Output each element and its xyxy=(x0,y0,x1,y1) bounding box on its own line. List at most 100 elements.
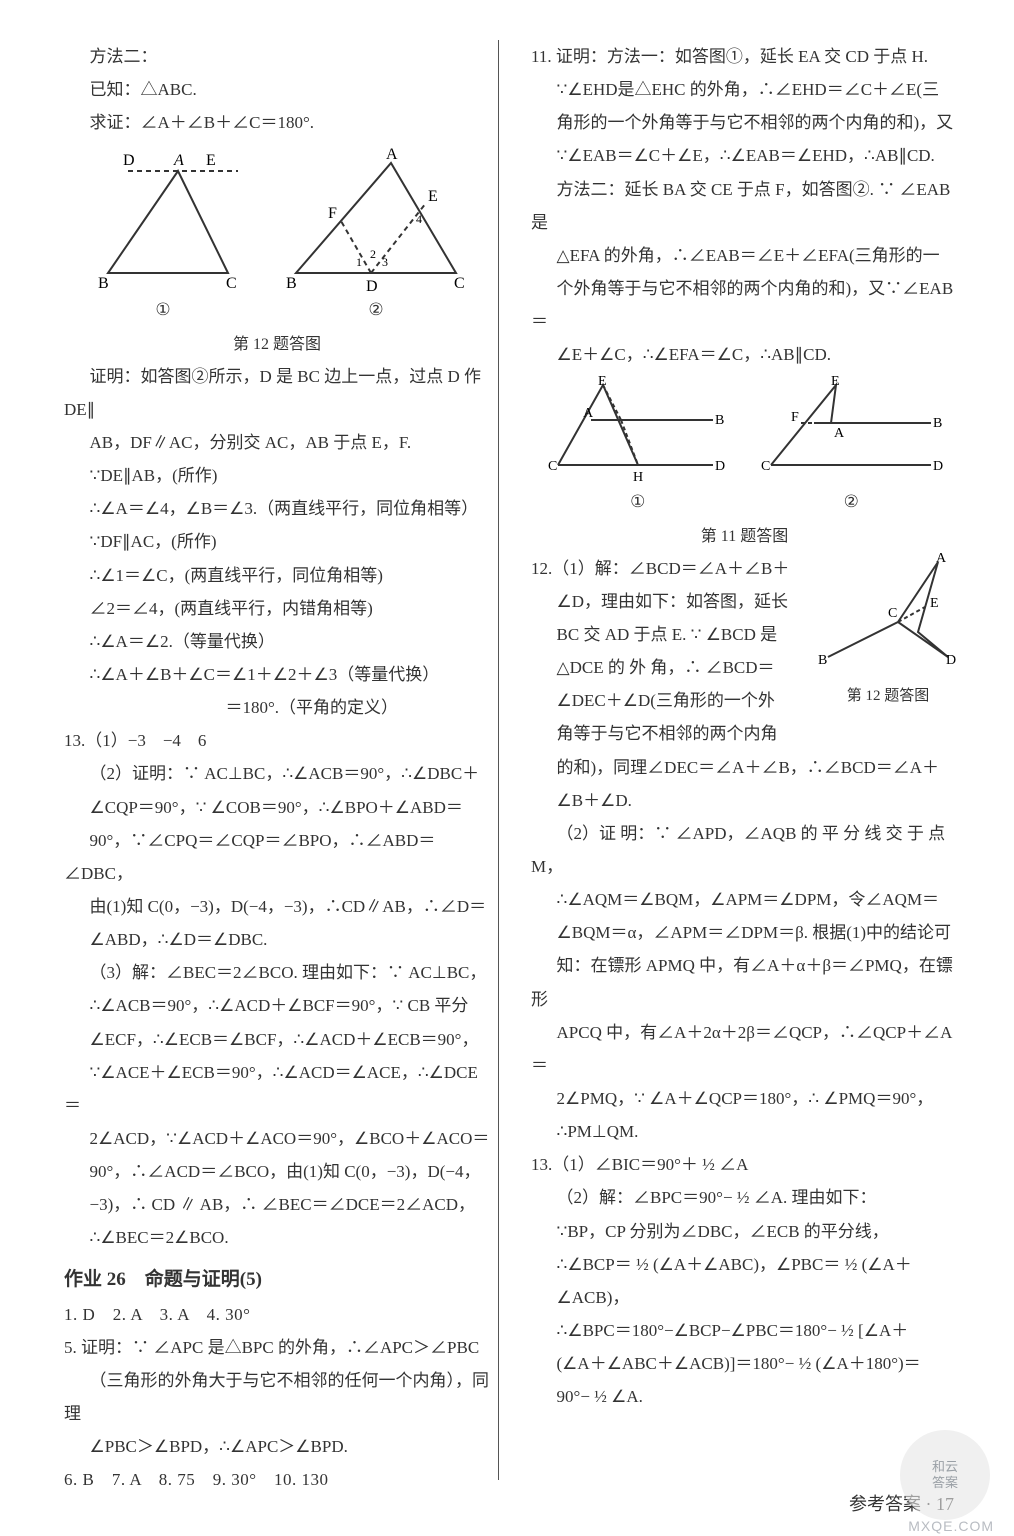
r12t-1: ∠B＋∠D. xyxy=(531,784,958,817)
r11-2: 角形的一个外角等于与它不相邻的两个内角的和)，又 xyxy=(531,106,958,139)
triangle-2-svg: A B C D E F 1 2 3 4 xyxy=(276,143,476,293)
triangle-1-svg: D A E B C xyxy=(78,143,248,293)
pl9: ＝180°.（平角的定义） xyxy=(64,691,490,724)
fig11-svg-2: E F A B C D xyxy=(756,375,946,485)
pl4: ∵DF∥AC，(所作) xyxy=(64,525,490,558)
circ2: ② xyxy=(368,293,383,326)
r12-4: ∠DEC＋∠D(三角形的一个外 xyxy=(531,684,810,717)
r12-3: △DCE 的 外 角，∴ ∠BCD＝ xyxy=(531,651,810,684)
fig11-row: E A B C D H ① E F A B xyxy=(531,375,958,518)
q13-3-5: 90°，∴∠ACD＝∠BCO，由(1)知 C(0，−3)，D(−4， xyxy=(64,1155,490,1188)
r13-0: 13.（1）∠BIC＝90°＋ ½ ∠A xyxy=(531,1148,958,1181)
pl5: ∴∠1＝∠C，(两直线平行，同位角相等) xyxy=(64,559,490,592)
q13-3-0: （3）解：∠BEC＝2∠BCO. 理由如下：∵ AC⊥BC， xyxy=(64,956,490,989)
r11-7: ∠E＋∠C，∴∠EFA＝∠C，∴AB∥CD. xyxy=(531,338,958,371)
page-footer: 参考答案 · 17 xyxy=(849,1490,954,1516)
r11-3: ∵∠EAB＝∠C＋∠E，∴∠EAB＝∠EHD，∴AB∥CD. xyxy=(531,139,958,172)
lbl-C2: C xyxy=(454,275,465,292)
fig12r: A B C D E 第 12 题答图 xyxy=(818,552,958,711)
left-column: 方法二： 已知：△ABC. 求证：∠A＋∠B＋∠C＝180°. D A E B … xyxy=(64,40,499,1480)
lbl-A: A xyxy=(173,152,184,169)
lbl-D2: D xyxy=(366,278,378,293)
r122-6: ∴PM⊥QM. xyxy=(531,1115,958,1148)
fig11-2: E F A B C D ② xyxy=(756,375,946,518)
hw26-a: 1. D 2. A 3. A 4. 30° xyxy=(64,1298,490,1331)
hw26-5-0: 5. 证明：∵ ∠APC 是△BPC 的外角，∴∠APC＞∠PBC xyxy=(64,1331,490,1364)
pl7: ∴∠A＝∠2.（等量代换） xyxy=(64,625,490,658)
q13-2-1: ∠CQP＝90°，∵ ∠COB＝90°，∴∠BPO＋∠ABD＝ xyxy=(64,791,490,824)
lbl-B: B xyxy=(98,275,109,292)
q13-3-7: ∴∠BEC＝2∠BCO. xyxy=(64,1221,490,1254)
q13-3-1: ∴∠ACB＝90°，∴∠ACD＋∠BCF＝90°，∵ CB 平分 xyxy=(64,989,490,1022)
pl3: ∴∠A＝∠4，∠B＝∠3.（两直线平行，同位角相等） xyxy=(64,492,490,525)
lD2: D xyxy=(933,459,943,474)
r122-4: APCQ 中，有∠A＋2α＋2β＝∠QCP，∴∠QCP＋∠A＝ xyxy=(531,1016,958,1082)
circ11-1: ① xyxy=(630,485,645,518)
rE: E xyxy=(930,596,939,611)
fig11-1: E A B C D H ① xyxy=(543,375,733,518)
watermark-url: MXQE.COM xyxy=(908,1518,994,1534)
fig12-2: A B C D E F 1 2 3 4 ② xyxy=(276,143,476,326)
lC2: C xyxy=(761,459,770,474)
lbl-A2: A xyxy=(386,146,398,163)
pl8: ∴∠A＋∠B＋∠C＝∠1＋∠2＋∠3（等量代换） xyxy=(64,658,490,691)
r13-4: ∠ACB)， xyxy=(531,1281,958,1314)
r11-0: 11. 证明：方法一：如答图①，延长 EA 交 CD 于点 H. xyxy=(531,40,958,73)
r11-1: ∵∠EHD是△EHC 的外角，∴∠EHD＝∠C＋∠E(三 xyxy=(531,73,958,106)
n4: 4 xyxy=(416,212,422,226)
prove-line: 求证：∠A＋∠B＋∠C＝180°. xyxy=(64,106,490,139)
fig11-svg-1: E A B C D H xyxy=(543,375,733,485)
right-column: 11. 证明：方法一：如答图①，延长 EA 交 CD 于点 H. ∵∠EHD是△… xyxy=(523,40,958,1480)
q13-3-2: ∠ECF，∴∠ECB＝∠BCF，∴∠ACD＋∠ECB＝90°， xyxy=(64,1023,490,1056)
r13-1: （2）解：∠BPC＝90°− ½ ∠A. 理由如下： xyxy=(531,1181,958,1214)
q13-3-6: −3)，∴ CD ∥ AB，∴ ∠BEC＝∠DCE＝2∠ACD， xyxy=(64,1188,490,1221)
lbl-B2: B xyxy=(286,275,297,292)
lF: F xyxy=(791,410,799,425)
q13-3-4: 2∠ACD，∵∠ACD＋∠ACO＝90°，∠BCO＋∠ACO＝ xyxy=(64,1122,490,1155)
r13-6: (∠A＋∠ABC＋∠ACB)]＝180°− ½ (∠A＋180°)＝ xyxy=(531,1347,958,1380)
r122-1: ∴∠AQM＝∠BQM，∠APM＝∠DPM，令∠AQM＝ xyxy=(531,883,958,916)
lbl-D: D xyxy=(123,152,135,169)
lA: A xyxy=(583,406,594,421)
r12-0: 12.（1）解：∠BCD＝∠A＋∠B＋ xyxy=(531,552,810,585)
fig12-row: D A E B C ① A B C D E F xyxy=(64,143,490,326)
lD: D xyxy=(715,459,725,474)
lbl-C: C xyxy=(226,275,237,292)
rC: C xyxy=(888,606,897,621)
r122-3: 知：在镖形 APMQ 中，有∠A＋α＋β＝∠PMQ，在镖形 xyxy=(531,949,958,1015)
r13-3: ∴∠BCP＝ ½ (∠A＋∠ABC)，∠PBC＝ ½ (∠A＋ xyxy=(531,1248,958,1281)
r122-5: 2∠PMQ，∵ ∠A＋∠QCP＝180°，∴ ∠PMQ＝90°， xyxy=(531,1082,958,1115)
lA2: A xyxy=(834,426,845,441)
r13-2: ∵BP，CP 分别为∠DBC，∠ECB 的平分线， xyxy=(531,1215,958,1248)
page: 方法二： 已知：△ABC. 求证：∠A＋∠B＋∠C＝180°. D A E B … xyxy=(0,0,1014,1536)
q13-2-0: （2）证明：∵ AC⊥BC，∴∠ACB＝90°，∴∠DBC＋ xyxy=(64,757,490,790)
q13-2-4: ∠ABD，∴∠D＝∠DBC. xyxy=(64,923,490,956)
r12-2: BC 交 AD 于点 E. ∵ ∠BCD 是 xyxy=(531,618,810,651)
rD: D xyxy=(946,653,956,668)
lE2: E xyxy=(831,375,840,389)
fig12-1: D A E B C ① xyxy=(78,143,248,326)
q12-with-fig: 12.（1）解：∠BCD＝∠A＋∠B＋ ∠D，理由如下：如答图，延长 BC 交 … xyxy=(531,552,958,751)
r11-6: 个外角等于与它不相邻的两个内角的和)，又∵∠EAB＝ xyxy=(531,272,958,338)
r11-5: △EFA 的外角，∴∠EAB＝∠E＋∠EFA(三角形的一 xyxy=(531,239,958,272)
n1: 1 xyxy=(356,255,362,269)
circ1: ① xyxy=(155,293,170,326)
pl2: ∵DE∥AB，(所作) xyxy=(64,459,490,492)
hw26-title: 作业 26 命题与证明(5) xyxy=(64,1261,490,1298)
lE: E xyxy=(598,375,607,389)
pl6: ∠2＝∠4，(两直线平行，内错角相等) xyxy=(64,592,490,625)
r13-5: ∴∠BPC＝180°−∠BCP−∠PBC＝180°− ½ [∠A＋ xyxy=(531,1314,958,1347)
hw26-5-1: （三角形的外角大于与它不相邻的任何一个内角），同理 xyxy=(64,1364,490,1430)
q12-text: 12.（1）解：∠BCD＝∠A＋∠B＋ ∠D，理由如下：如答图，延长 BC 交 … xyxy=(531,552,810,751)
r12-1: ∠D，理由如下：如答图，延长 xyxy=(531,585,810,618)
r11-4: 方法二：延长 BA 交 CE 于点 F，如答图②. ∵ ∠EAB 是 xyxy=(531,173,958,239)
q13-2-3: 由(1)知 C(0，−3)，D(−4，−3)，∴CD∥AB，∴∠D＝ xyxy=(64,890,490,923)
n2: 2 xyxy=(370,247,376,261)
n3: 3 xyxy=(382,255,388,269)
r12-5: 角等于与它不相邻的两个内角 xyxy=(531,717,810,750)
r122-2: ∠BQM＝α，∠APM＝∠DPM＝β. 根据(1)中的结论可 xyxy=(531,916,958,949)
q13-1: 13.（1）−3 −4 6 xyxy=(64,724,490,757)
lbl-F2: F xyxy=(328,205,337,222)
lbl-E2: E xyxy=(428,188,438,205)
r13-7: 90°− ½ ∠A. xyxy=(531,1380,958,1413)
